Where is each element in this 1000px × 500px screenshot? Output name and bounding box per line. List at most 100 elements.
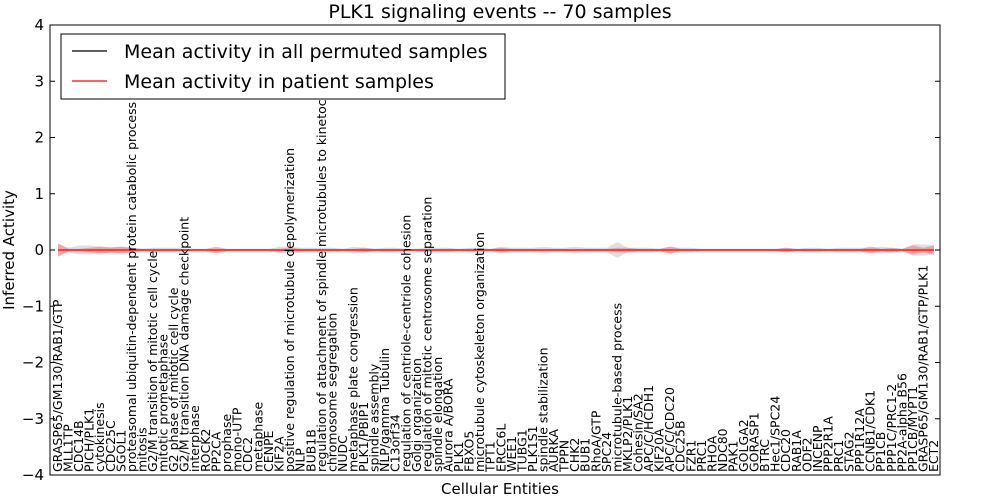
category-label: CDC25B <box>673 420 688 472</box>
y-axis-label: Inferred Activity <box>0 190 18 310</box>
plot-area <box>49 24 941 476</box>
category-label: regulation of attachment of spindle micr… <box>314 71 329 472</box>
category-label: RAB1A <box>789 430 804 472</box>
category-label: APC/C/HCDH1 <box>641 385 656 472</box>
category-label: BUB1B <box>303 429 318 472</box>
category-label: TPT1 <box>483 441 498 473</box>
category-label: Aurora A/BORA <box>441 378 456 472</box>
category-label: cytokinesis <box>92 402 107 472</box>
category-label: ODF2 <box>799 437 814 472</box>
category-label: AURKA <box>546 429 561 472</box>
category-label: BTRC <box>757 439 772 472</box>
category-label: GRASP65/GM130/RAB1/GTP/PLK1 <box>915 265 930 472</box>
category-label: metaphase plate congression <box>346 287 361 472</box>
category-label: G2/M transition of mitotic cell cycle <box>145 250 160 472</box>
category-label: PRC1 <box>831 440 846 472</box>
category-label: PLK1/PBIP1 <box>356 402 371 472</box>
category-label: RHOA <box>704 435 719 472</box>
category-label: NUDC <box>335 435 350 472</box>
category-label: proteasomal ubiquitin-dependent protein … <box>124 102 139 472</box>
category-label: APC/C/CDC20 <box>662 387 677 472</box>
category-label: RhoA/GTP <box>588 410 603 472</box>
category-label: regulation of centriole-centriole cohesi… <box>398 215 413 472</box>
y-tick-label: 3 <box>34 72 44 90</box>
category-label: BUB1 <box>578 438 593 472</box>
category-label: microtubule cytoskeleton organization <box>472 232 487 472</box>
category-label: PPP1R12A <box>852 408 867 472</box>
category-label: KIF2A <box>272 436 287 472</box>
category-label: Golgi organization <box>409 358 424 472</box>
category-label: prophase <box>219 414 234 472</box>
category-label: G2/M transition DNA damage checkpoint <box>177 217 192 472</box>
category-label: CDC2 <box>240 437 255 472</box>
category-label: mitotic prometaphase <box>156 334 171 472</box>
category-label: NLP/gamma Tubulin <box>377 348 392 472</box>
category-label: CCNB1/CDK1 <box>863 390 878 472</box>
category-label: SPC24 <box>599 432 614 472</box>
category-label: G2 phase of mitotic cell cycle <box>166 287 181 472</box>
category-label: positive regulation of microtubule depol… <box>282 148 297 472</box>
chart-title: PLK1 signaling events -- 70 samples <box>328 1 671 23</box>
category-label: INCENP <box>810 425 825 472</box>
legend-entry-label: Mean activity in patient samples <box>124 71 434 93</box>
category-label: CDC14B <box>71 420 86 472</box>
category-label: GRASP65/GM130/RAB1/GTP <box>50 299 65 472</box>
category-label: interphase <box>187 405 202 472</box>
legend: Mean activity in all permuted samples Mea… <box>60 33 506 100</box>
category-label: GORASP1 <box>747 412 762 472</box>
category-label: CDC20 <box>778 429 793 472</box>
category-label: CDC25C <box>103 420 118 472</box>
category-label: STAG2 <box>842 431 857 472</box>
category-label: microtubule-based process <box>609 303 624 472</box>
category-label: spindle elongation <box>430 357 445 472</box>
category-label: PP1CB <box>873 432 888 472</box>
category-label: spindle assembly <box>367 363 382 472</box>
y-tick-label: −4 <box>22 466 44 484</box>
legend-box <box>60 33 506 100</box>
category-label: MLL1TP <box>61 424 76 472</box>
category-label: Hec1/SPC24 <box>768 396 783 472</box>
category-label: MKLP2/PLK1 <box>620 396 635 472</box>
category-label: WEE1 <box>504 436 519 472</box>
category-label: NLP <box>293 448 308 472</box>
y-tick-label: 1 <box>34 185 44 203</box>
category-label: TPPN <box>557 440 572 473</box>
category-label: NDC80 <box>715 428 730 472</box>
category-label: FBXO5 <box>462 431 477 472</box>
category-label: PP1CB/MYPT1 <box>905 386 920 472</box>
category-label: PAK1 <box>725 441 740 472</box>
category-label: mitosis <box>134 427 149 472</box>
category-label: PLK1S1 <box>525 425 540 472</box>
category-label: SGOL1 <box>113 430 128 472</box>
y-tick-label: 0 <box>34 241 44 259</box>
category-label: GOLGA2 <box>736 419 751 472</box>
category-label: PP2CA <box>208 431 223 472</box>
category-label: ECT2 <box>926 440 941 472</box>
category-label: regulation of mitotic centrosome separat… <box>419 197 434 472</box>
category-label: PPP1C/PRC1-2 <box>884 384 899 472</box>
category-label: PPP2R1A <box>820 416 835 472</box>
x-axis-label: Cellular Entities <box>441 480 559 498</box>
category-label: PICH/PLK1 <box>82 408 97 472</box>
y-tick-label: −3 <box>22 410 44 428</box>
category-label: TUBG1 <box>514 429 529 473</box>
legend-entry-label: Mean activity in all permuted samples <box>124 41 487 63</box>
category-label: FZR1 <box>683 440 698 472</box>
category-label: ROCK2 <box>198 429 213 472</box>
category-label: CHK2 <box>567 438 582 472</box>
y-tick-label: 4 <box>34 16 44 34</box>
y-axis-ticks: −4 −3 −2 −1 0 1 2 3 4 <box>22 16 940 484</box>
category-label: C13orf34 <box>388 414 403 472</box>
category-label: metaphase <box>251 402 266 472</box>
category-labels: GRASP65/GM130/RAB1/GTPMLL1TPCDC14BPICH/P… <box>50 71 941 473</box>
category-label: PP2A-alpha B56 <box>894 373 909 472</box>
category-label: PLK1 <box>451 441 466 472</box>
category-label: PRC1 <box>694 440 709 472</box>
y-tick-label: −1 <box>22 297 44 315</box>
y-tick-label: −2 <box>22 354 44 372</box>
category-label: CENPE <box>261 430 276 472</box>
category-label: chromosome segregation <box>324 313 339 472</box>
category-label: KIF20A <box>652 428 667 472</box>
category-label: Cohesin/SA2 <box>630 393 645 472</box>
